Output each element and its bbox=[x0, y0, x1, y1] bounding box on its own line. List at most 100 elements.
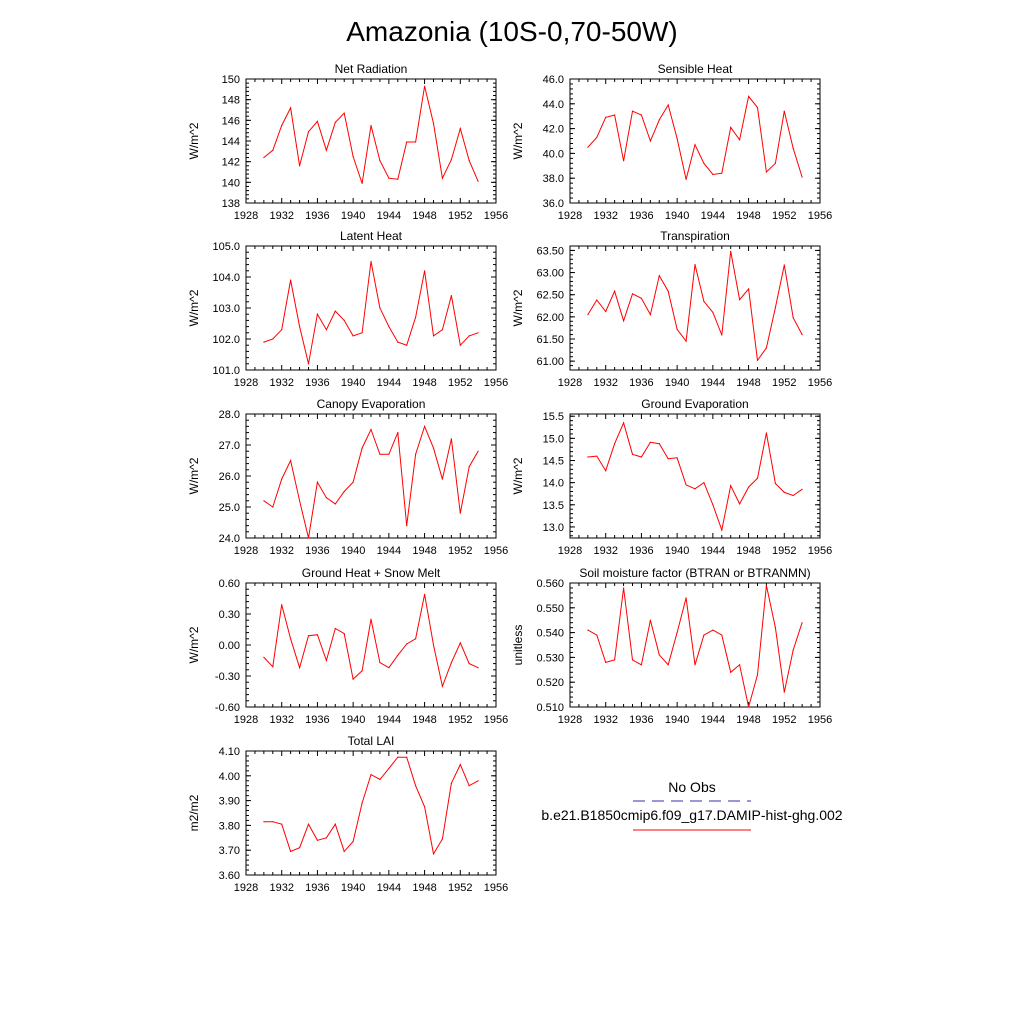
total-lai-ytick-label: 3.80 bbox=[219, 820, 240, 832]
ground-evaporation-data-point bbox=[712, 504, 714, 506]
latent-heat-data-point bbox=[415, 316, 417, 318]
sensible-heat-data-point bbox=[712, 173, 714, 176]
canopy-evaporation-data-point bbox=[361, 447, 363, 449]
latent-heat-data-point bbox=[361, 332, 363, 334]
transpiration-data-point bbox=[721, 334, 723, 336]
sensible-heat-data-point bbox=[596, 136, 598, 138]
total-lai-xtick-label: 1932 bbox=[269, 882, 293, 894]
latent-heat-xtick-label: 1952 bbox=[448, 377, 472, 389]
latent-heat-ytick-label: 105.0 bbox=[212, 241, 240, 253]
net-radiation-xtick-label: 1956 bbox=[484, 210, 508, 222]
ground-evaporation-data-point bbox=[703, 482, 705, 484]
ground-heat-ytick-label: 0.60 bbox=[219, 578, 240, 590]
total-lai-data-point bbox=[424, 806, 426, 808]
net-radiation-data-point bbox=[299, 165, 301, 167]
ground-heat-data-point bbox=[406, 643, 408, 645]
latent-heat-title: Latent Heat bbox=[340, 229, 403, 243]
canopy-evaporation-data-point bbox=[334, 503, 336, 505]
sensible-heat-data-point bbox=[649, 140, 652, 142]
latent-heat-xtick-label: 1936 bbox=[305, 377, 329, 389]
sensible-heat-panel: Sensible Heat W/m^2 1928 1932 1936 1940 1944 19… bbox=[511, 62, 832, 222]
ground-evaporation-data-point bbox=[748, 486, 750, 488]
ground-evaporation-series-line bbox=[587, 421, 803, 532]
total-lai-data-point bbox=[281, 823, 283, 825]
soil-moisture-data-point bbox=[721, 634, 723, 636]
net-radiation-series-line bbox=[263, 86, 479, 184]
total-lai-data-point bbox=[450, 782, 452, 784]
net-radiation-data-point bbox=[432, 122, 435, 124]
total-lai-data-point bbox=[388, 767, 390, 770]
latent-heat-xtick-label: 1932 bbox=[269, 377, 293, 389]
net-radiation-data-point bbox=[316, 120, 318, 122]
total-lai-series-line bbox=[263, 756, 479, 856]
canopy-evaporation-data-point bbox=[424, 425, 426, 427]
soil-moisture-data-point bbox=[792, 649, 794, 651]
canopy-evaporation-xtick-label: 1932 bbox=[269, 545, 293, 557]
sensible-heat-xtick-label: 1932 bbox=[593, 210, 617, 222]
transpiration-data-point bbox=[658, 275, 660, 277]
total-lai-xtick-label: 1956 bbox=[484, 882, 508, 894]
sensible-heat-data-point bbox=[748, 95, 750, 97]
ground-evaporation-data-point bbox=[649, 441, 652, 443]
canopy-evaporation-data-point bbox=[406, 525, 408, 527]
soil-moisture-data-point bbox=[649, 619, 652, 621]
latent-heat-data-point bbox=[316, 313, 318, 315]
ground-evaporation-data-point bbox=[765, 432, 768, 434]
soil-moisture-data-point bbox=[801, 622, 803, 624]
sensible-heat-xtick-label: 1948 bbox=[736, 210, 760, 222]
soil-moisture-xtick-label: 1932 bbox=[593, 714, 617, 726]
sensible-heat-data-point bbox=[587, 146, 589, 148]
net-radiation-data-point bbox=[450, 159, 452, 161]
transpiration-data-point bbox=[792, 317, 794, 319]
soil-moisture-data-point bbox=[676, 632, 678, 634]
sensible-heat-data-point bbox=[614, 114, 616, 116]
canopy-evaporation-xtick-label: 1948 bbox=[412, 545, 436, 557]
canopy-evaporation-ytick-label: 24.0 bbox=[219, 533, 240, 545]
ground-evaporation-data-point bbox=[614, 443, 616, 445]
latent-heat-ytick-label: 103.0 bbox=[212, 303, 240, 315]
soil-moisture-data-point bbox=[694, 664, 696, 666]
latent-heat-panel: Latent Heat W/m^2 1928 1932 1936 1940 1944 1948… bbox=[187, 229, 508, 389]
ground-heat-ytick-label: -0.60 bbox=[215, 702, 240, 714]
canopy-evaporation-data-point bbox=[370, 428, 372, 431]
sensible-heat-data-point bbox=[792, 147, 794, 149]
latent-heat-data-point bbox=[281, 329, 283, 331]
sensible-heat-series-line bbox=[587, 95, 803, 180]
ground-evaporation-panel: Ground Evaporation W/m^2 1928 1932 1936 1940 1… bbox=[511, 397, 832, 557]
latent-heat-data-point bbox=[450, 295, 452, 297]
canopy-evaporation-data-point bbox=[325, 497, 327, 499]
sensible-heat-ytick-label: 46.0 bbox=[543, 74, 564, 86]
soil-moisture-xtick-label: 1928 bbox=[558, 714, 582, 726]
sensible-heat-data-point bbox=[623, 160, 625, 162]
latent-heat-ytick-label: 102.0 bbox=[212, 334, 240, 346]
legend: No Obs b.e21.B1850cmip6.f09_g17.DAMIP-hi… bbox=[541, 779, 843, 831]
ground-heat-data-point bbox=[316, 634, 318, 636]
transpiration-data-point bbox=[631, 293, 634, 295]
soil-moisture-xtick-label: 1948 bbox=[736, 714, 760, 726]
panels: Net Radiation W/m^2 1928 1932 1936 1940 1944 19… bbox=[187, 62, 832, 894]
soil-moisture-data-point bbox=[774, 627, 777, 629]
net-radiation-data-point bbox=[424, 85, 426, 87]
total-lai-data-point bbox=[415, 785, 417, 787]
ground-evaporation-data-point bbox=[605, 470, 607, 472]
canopy-evaporation-data-point bbox=[468, 466, 470, 468]
transpiration-xtick-label: 1940 bbox=[665, 377, 689, 389]
net-radiation-data-point bbox=[281, 124, 283, 127]
net-radiation-data-point bbox=[263, 156, 265, 159]
sensible-heat-xtick-label: 1928 bbox=[558, 210, 582, 222]
latent-heat-data-point bbox=[406, 344, 408, 346]
transpiration-data-point bbox=[703, 300, 705, 302]
net-radiation-data-point bbox=[334, 121, 336, 123]
canopy-evaporation-data-point bbox=[477, 450, 479, 452]
total-lai-ytick-label: 3.70 bbox=[219, 845, 240, 857]
net-radiation-ytick-label: 138 bbox=[222, 198, 240, 210]
canopy-evaporation-data-point bbox=[388, 453, 390, 455]
ground-evaporation-ytick-label: 13.5 bbox=[543, 500, 564, 512]
sensible-heat-data-point bbox=[703, 162, 705, 164]
latent-heat-data-point bbox=[272, 338, 274, 340]
sensible-heat-xtick-label: 1940 bbox=[665, 210, 689, 222]
total-lai-data-point bbox=[334, 823, 336, 825]
latent-heat-data-point bbox=[477, 332, 479, 334]
transpiration-data-point bbox=[676, 328, 678, 330]
total-lai-plot-frame bbox=[245, 750, 497, 876]
